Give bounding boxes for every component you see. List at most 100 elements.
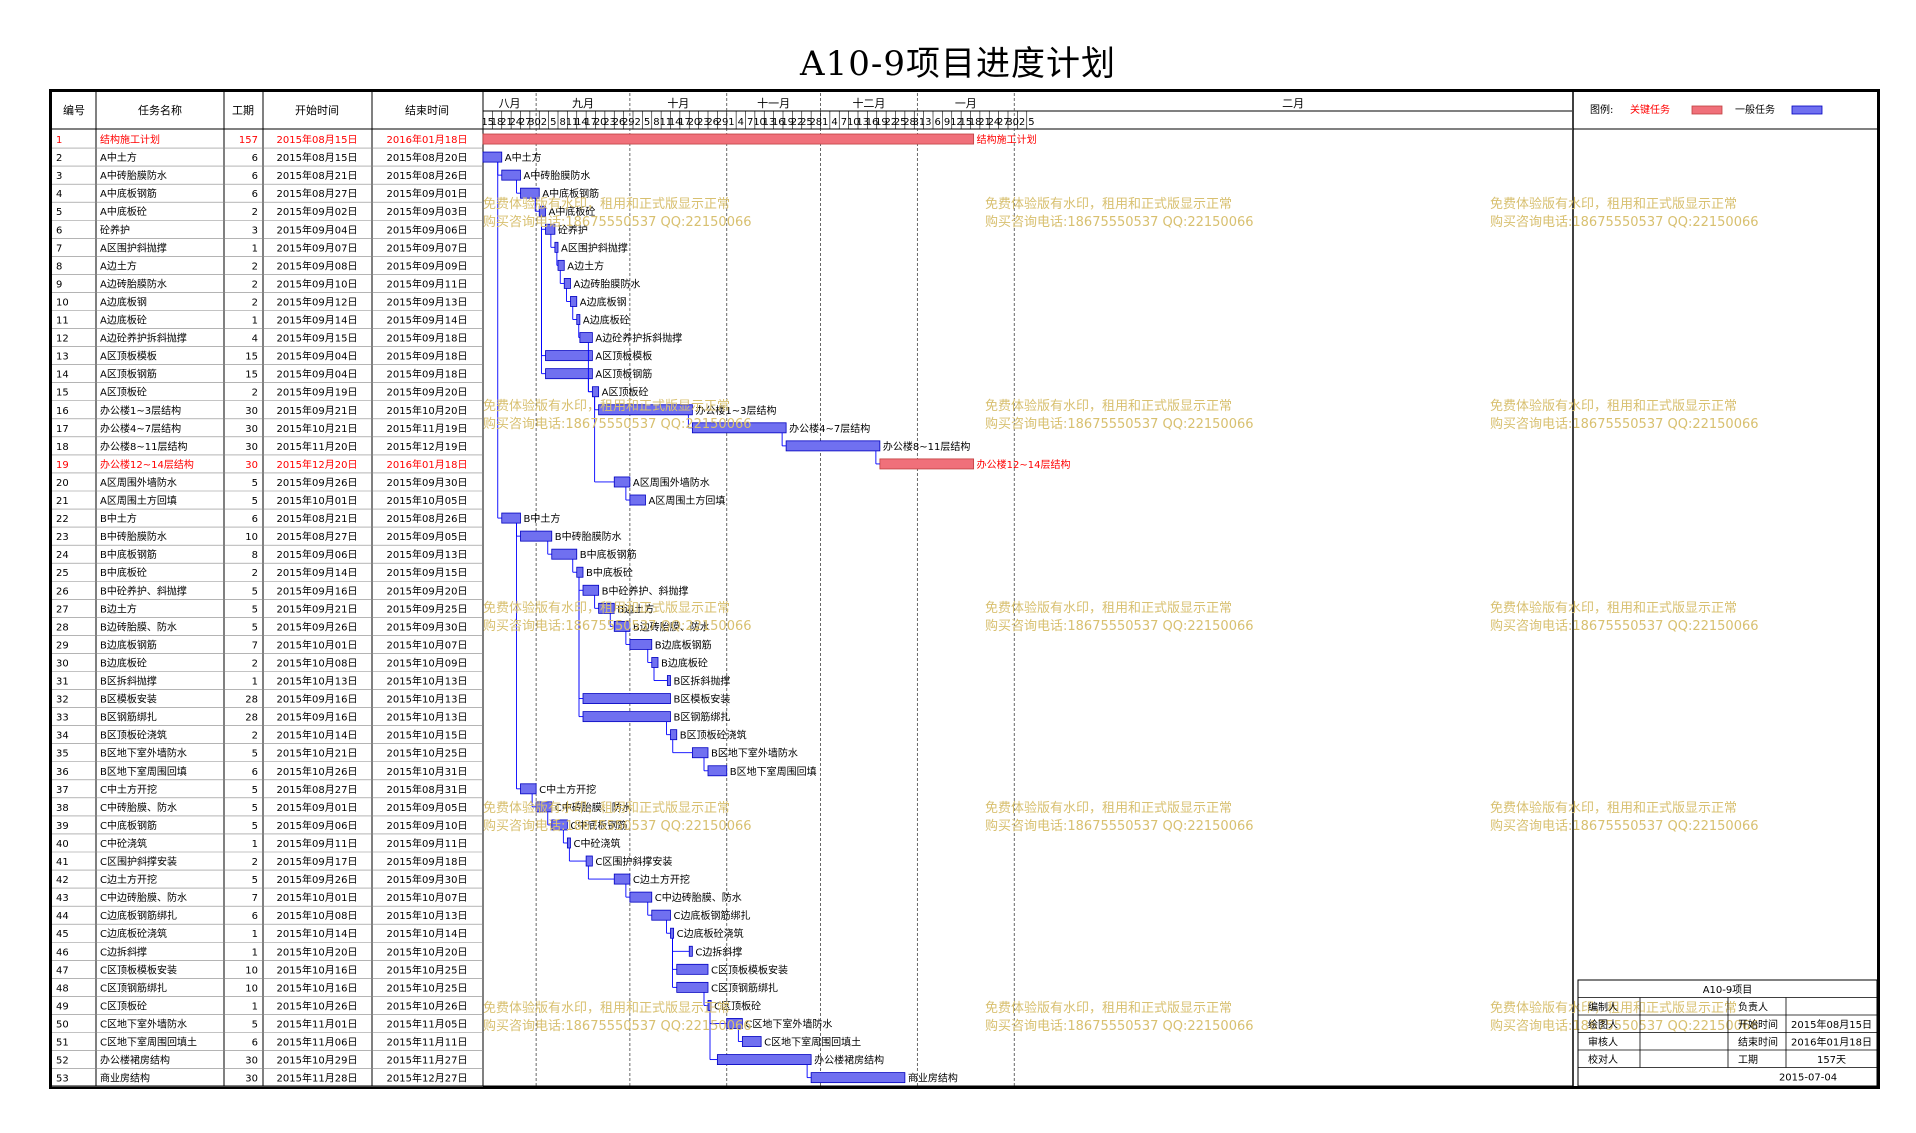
task-bar	[501, 169, 521, 181]
task-duration: 2	[252, 731, 258, 742]
task-start: 2015年10月14日	[277, 927, 358, 940]
task-id: 8	[56, 261, 62, 272]
task-name: B区拆斜抛撑	[100, 675, 157, 688]
day-tick-label: 11	[659, 117, 672, 128]
day-tick-label: 15	[481, 117, 494, 128]
task-duration: 10	[245, 983, 258, 994]
day-tick-label: 26	[706, 117, 719, 128]
bar-label: B区模板安装	[674, 693, 731, 706]
task-duration: 5	[252, 749, 258, 760]
task-end: 2016年01月18日	[387, 458, 468, 471]
bar-label: C中砖胎膜、防水	[555, 801, 632, 814]
watermark-text: 购买咨询电话:18675550537 QQ:22150066	[483, 818, 752, 834]
day-tick-label: 9	[944, 117, 950, 128]
task-duration: 10	[245, 532, 258, 543]
bar-label: C中土方开挖	[539, 783, 596, 796]
task-bar	[585, 855, 593, 867]
task-name: C边土方开挖	[100, 873, 157, 886]
day-tick-label: 28	[809, 117, 822, 128]
task-duration: 1	[252, 677, 258, 688]
task-duration: 5	[252, 785, 258, 796]
bar-label: B中底板砼	[586, 566, 633, 579]
task-name: B边砖胎膜、防水	[100, 620, 177, 633]
task-id: 13	[56, 352, 69, 363]
task-name: C中土方开挖	[100, 783, 157, 796]
task-name: C区围护斜撑安装	[100, 855, 177, 868]
bar-label: B中底板钢筋	[580, 548, 637, 561]
legend-normal-label: 一般任务	[1735, 103, 1775, 116]
task-end: 2015年11月27日	[387, 1054, 468, 1067]
task-start: 2015年08月21日	[277, 512, 358, 525]
task-duration: 6	[252, 189, 258, 200]
column-header: 结束时间	[405, 104, 449, 117]
task-bar	[501, 512, 521, 524]
day-tick-label: 23	[697, 117, 710, 128]
task-start: 2015年12月20日	[277, 458, 358, 471]
watermark-text: 免费体验版有水印，租用和正式版显示正常	[483, 1000, 730, 1016]
task-name: C区顶板模板安装	[100, 963, 177, 976]
day-tick-label: 15	[959, 117, 972, 128]
task-id: 45	[56, 929, 69, 940]
task-start: 2015年09月10日	[277, 277, 358, 290]
task-id: 42	[56, 875, 69, 886]
bar-label: C区围护斜撑安装	[595, 855, 672, 868]
task-end: 2015年09月18日	[387, 332, 468, 345]
task-id: 9	[56, 279, 62, 290]
task-duration: 30	[245, 1074, 258, 1085]
task-name: B区模板安装	[100, 693, 157, 706]
task-duration: 7	[252, 640, 258, 651]
info-cell: 结束时间	[1738, 1036, 1778, 1049]
task-name: B中底板砼	[100, 566, 147, 579]
task-name: 商业房结构	[100, 1072, 150, 1085]
task-start: 2015年10月16日	[277, 963, 358, 976]
task-name: C中边砖胎膜、防水	[100, 891, 187, 904]
task-duration: 1	[252, 947, 258, 958]
task-duration: 6	[252, 514, 258, 525]
task-start: 2015年09月08日	[277, 259, 358, 272]
task-name: B区顶板砼浇筑	[100, 729, 167, 742]
task-bar	[520, 530, 553, 542]
day-tick-label: 11	[566, 117, 579, 128]
task-start: 2015年10月20日	[277, 945, 358, 958]
bar-label: C区顶钢筋绑扎	[711, 981, 778, 994]
task-bar	[691, 747, 709, 759]
day-tick-label: 19	[875, 117, 888, 128]
task-duration: 1	[252, 1001, 258, 1012]
task-name: C区地下室周围回填土	[100, 1036, 197, 1049]
task-bar	[545, 368, 593, 380]
task-id: 52	[56, 1056, 69, 1067]
day-tick-label: 25	[800, 117, 813, 128]
task-duration: 5	[252, 478, 258, 489]
bar-label: A边底板钢	[580, 295, 627, 308]
task-bar	[545, 350, 593, 362]
task-id: 2	[56, 153, 62, 164]
task-id: 10	[56, 297, 69, 308]
task-start: 2015年08月21日	[277, 169, 358, 182]
task-start: 2015年09月01日	[277, 801, 358, 814]
info-cell: 工期	[1738, 1054, 1758, 1066]
month-label: 十月	[667, 96, 689, 110]
bar-label: A中底板钢筋	[542, 187, 599, 200]
task-duration: 30	[245, 442, 258, 453]
bar-label: A区顶板模板	[595, 350, 652, 363]
task-end: 2015年11月19日	[387, 422, 468, 435]
watermark-text: 购买咨询电话:18675550537 QQ:22150066	[1490, 416, 1759, 432]
task-id: 32	[56, 695, 69, 706]
day-tick-label: 3	[925, 117, 931, 128]
task-end: 2015年11月11日	[387, 1036, 468, 1049]
task-duration: 8	[252, 550, 258, 561]
task-start: 2015年09月07日	[277, 241, 358, 254]
task-start: 2015年10月13日	[277, 675, 358, 688]
task-duration: 30	[245, 460, 258, 471]
bar-label: C区地下室周围回填土	[764, 1036, 861, 1049]
task-name: A中底板砼	[100, 205, 147, 218]
task-bar	[810, 1072, 906, 1084]
day-tick-label: 2	[541, 117, 547, 128]
task-start: 2015年09月06日	[277, 548, 358, 561]
task-end: 2015年08月26日	[387, 169, 468, 182]
day-tick-label: 24	[509, 117, 522, 128]
task-end: 2015年10月25日	[387, 747, 468, 760]
task-bar	[557, 259, 565, 271]
bar-label: A边砖胎膜防水	[574, 277, 641, 290]
